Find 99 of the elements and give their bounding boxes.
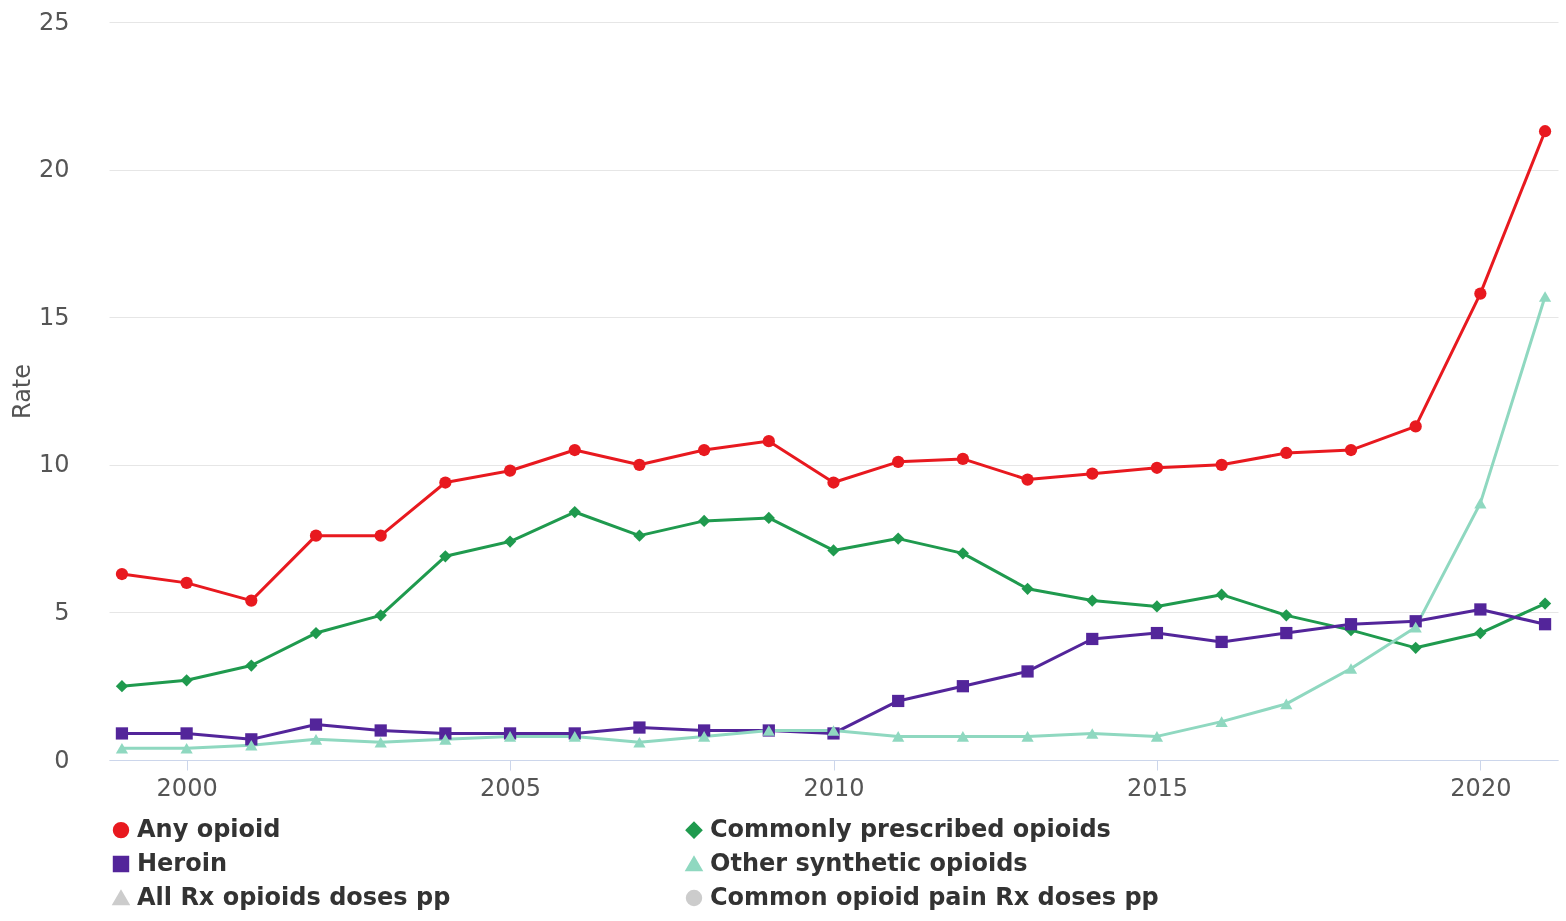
legend-label: Commonly prescribed opioids bbox=[710, 815, 1111, 844]
y-tick-label: 20 bbox=[38, 155, 70, 184]
x-tick-label: 2015 bbox=[1126, 773, 1188, 802]
x-tick-label: 2010 bbox=[803, 773, 865, 802]
point bbox=[568, 505, 581, 519]
point bbox=[956, 680, 969, 693]
point bbox=[439, 734, 452, 745]
point bbox=[1215, 588, 1228, 601]
point bbox=[1215, 716, 1228, 727]
legend-label: Other synthetic opioids bbox=[710, 849, 1028, 877]
point bbox=[1409, 420, 1422, 433]
point bbox=[1150, 461, 1164, 474]
legend-label: Heroin bbox=[137, 849, 227, 877]
x-tick-label: 2000 bbox=[156, 773, 218, 802]
point bbox=[245, 659, 258, 672]
point bbox=[1474, 603, 1487, 616]
point bbox=[827, 476, 840, 489]
point bbox=[1344, 618, 1358, 631]
point bbox=[1021, 665, 1034, 678]
point bbox=[1150, 731, 1164, 742]
point bbox=[633, 458, 646, 471]
point bbox=[1344, 663, 1358, 674]
point bbox=[1086, 728, 1099, 739]
point bbox=[892, 694, 905, 708]
y-tick-label: 10 bbox=[38, 450, 70, 479]
point bbox=[1280, 626, 1293, 640]
point bbox=[1021, 582, 1034, 595]
point bbox=[762, 435, 775, 448]
point bbox=[1280, 698, 1293, 710]
point bbox=[1215, 458, 1228, 471]
point bbox=[309, 718, 323, 731]
point bbox=[309, 529, 323, 542]
point bbox=[439, 550, 452, 563]
point bbox=[956, 452, 969, 466]
point bbox=[698, 514, 711, 528]
y-axis-title: Rate bbox=[7, 363, 36, 420]
legend-label: Any opioid bbox=[137, 815, 281, 844]
point bbox=[1021, 473, 1034, 486]
legend-label: Common opioid pain Rx doses pp bbox=[710, 883, 1159, 911]
point bbox=[827, 544, 840, 557]
point bbox=[568, 731, 581, 742]
point bbox=[1474, 287, 1487, 300]
point bbox=[1280, 609, 1293, 622]
point bbox=[439, 476, 452, 489]
point bbox=[892, 731, 905, 742]
point bbox=[827, 725, 840, 736]
y-tick-label: 5 bbox=[54, 597, 70, 626]
point bbox=[180, 576, 193, 589]
point bbox=[1086, 594, 1099, 607]
point bbox=[115, 727, 129, 740]
point bbox=[180, 674, 193, 687]
point bbox=[1538, 125, 1552, 138]
x-tick-label: 2005 bbox=[480, 773, 542, 802]
point bbox=[1538, 291, 1552, 302]
point bbox=[503, 464, 517, 477]
point bbox=[115, 567, 129, 581]
point bbox=[698, 731, 711, 742]
y-tick-label: 0 bbox=[54, 745, 70, 774]
point bbox=[892, 532, 905, 545]
x-tick-label: 2020 bbox=[1450, 773, 1512, 802]
point bbox=[245, 594, 258, 607]
point bbox=[1538, 618, 1552, 631]
point bbox=[633, 736, 646, 748]
point bbox=[956, 731, 969, 742]
point bbox=[633, 721, 646, 734]
point bbox=[698, 443, 711, 457]
point bbox=[1021, 731, 1034, 742]
point bbox=[956, 547, 969, 560]
point bbox=[892, 455, 905, 468]
point bbox=[245, 739, 258, 751]
point bbox=[309, 734, 323, 745]
point bbox=[374, 724, 387, 737]
point bbox=[503, 535, 517, 548]
point bbox=[1280, 446, 1293, 460]
point bbox=[568, 443, 581, 457]
legend-label: All Rx opioids doses pp bbox=[137, 883, 451, 911]
point bbox=[1086, 632, 1099, 646]
y-tick-label: 25 bbox=[38, 7, 70, 36]
point bbox=[1344, 443, 1358, 457]
point bbox=[1409, 641, 1422, 654]
point bbox=[1474, 497, 1487, 509]
point bbox=[180, 727, 193, 740]
point bbox=[115, 680, 129, 693]
point bbox=[503, 731, 517, 742]
point bbox=[374, 736, 387, 748]
point bbox=[1150, 600, 1164, 613]
point bbox=[1538, 597, 1552, 610]
point bbox=[1215, 635, 1228, 649]
point bbox=[633, 529, 646, 542]
point bbox=[374, 529, 387, 542]
y-tick-label: 15 bbox=[38, 302, 70, 331]
point bbox=[309, 626, 323, 640]
point bbox=[1086, 467, 1099, 480]
point bbox=[180, 742, 193, 754]
point bbox=[1150, 626, 1164, 640]
point bbox=[1409, 621, 1422, 633]
point bbox=[762, 511, 775, 525]
point bbox=[374, 609, 387, 622]
point bbox=[1474, 626, 1487, 640]
